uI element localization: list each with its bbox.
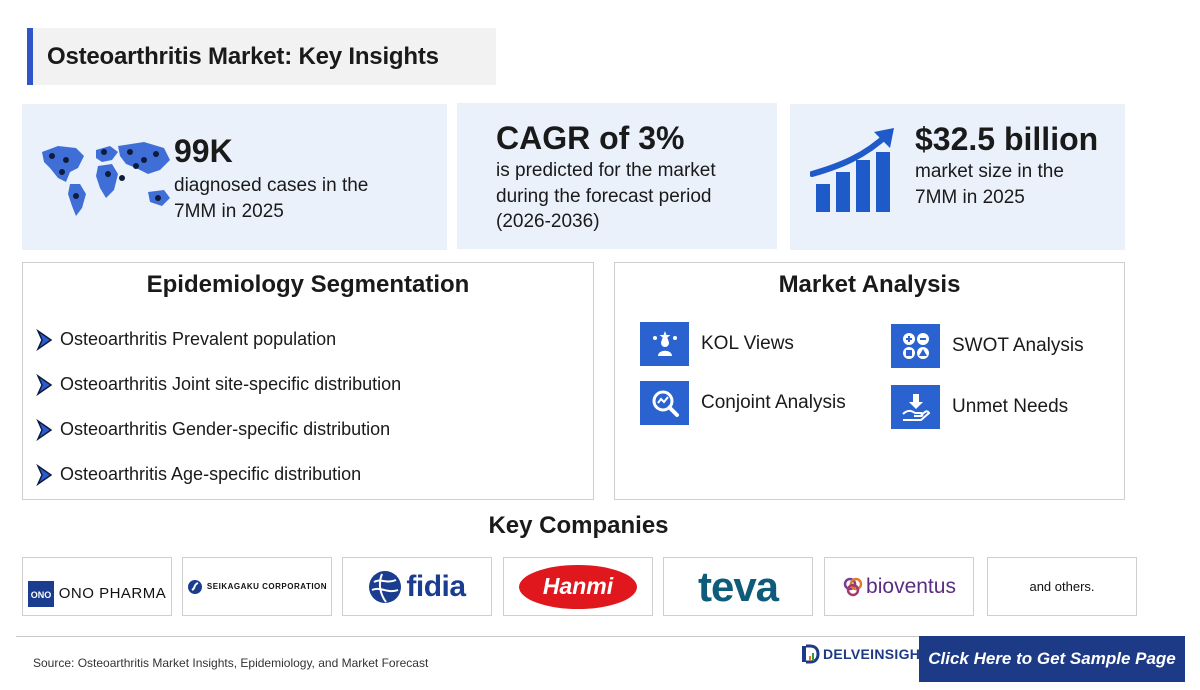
logo-text: Hanmi <box>542 573 614 599</box>
epidemiology-list: Osteoarthritis Prevalent population Oste… <box>35 317 401 497</box>
market-item-label: Unmet Needs <box>952 396 1069 417</box>
cagr-line-3: (2026-2036) <box>496 211 600 233</box>
logo-text: bioventus <box>866 574 956 598</box>
chevron-right-icon <box>36 418 53 441</box>
chevron-right-icon <box>36 463 53 486</box>
epidemiology-panel: Epidemiology Segmentation Osteoarthritis… <box>22 262 594 500</box>
delveinsight-text: DELVEINSIGHT <box>823 646 930 662</box>
seikagaku-logo-mark-icon <box>187 579 202 594</box>
epidemiology-item-label: Osteoarthritis Joint site-specific distr… <box>60 374 402 394</box>
cagr-line-2: during the forecast period <box>496 185 712 207</box>
cases-value: 99K <box>174 133 233 169</box>
logo-fidia: fidia <box>342 557 492 616</box>
ono-logo-mark-icon: ONO <box>27 580 54 607</box>
world-map-icon <box>42 142 170 216</box>
logo-text: teva <box>697 562 779 610</box>
logo-teva: teva <box>663 557 813 616</box>
list-item: Osteoarthritis Joint site-specific distr… <box>35 362 401 407</box>
delveinsight-logo[interactable]: DELVEINSIGHT <box>800 644 929 664</box>
logo-text: SEIKAGAKU CORPORATION <box>206 582 328 591</box>
list-item: Osteoarthritis Gender-specific distribut… <box>35 407 401 452</box>
chevron-right-icon <box>36 328 53 351</box>
market-item-label: SWOT Analysis <box>952 335 1084 356</box>
key-companies-heading: Key Companies <box>488 512 669 539</box>
kol-icon <box>640 322 689 366</box>
market-value: $32.5 billion <box>915 121 1099 157</box>
market-line-1: market size in the <box>915 161 1064 183</box>
epidemiology-item-label: Osteoarthritis Gender-specific distribut… <box>60 419 391 439</box>
list-item: Osteoarthritis Age-specific distribution <box>35 452 401 497</box>
market-item-label: KOL Views <box>701 333 794 354</box>
stat-cagr-card: CAGR of 3% is predicted for the market d… <box>457 103 777 249</box>
market-analysis-panel: Market Analysis KOL Views SWOT Analysis … <box>614 262 1125 500</box>
epidemiology-item-label: Osteoarthritis Prevalent population <box>60 329 337 349</box>
unmet-needs-icon <box>891 385 940 429</box>
footer-divider <box>16 636 1184 637</box>
market-line-2: 7MM in 2025 <box>915 186 1025 208</box>
title-box: Osteoarthritis Market: Key Insights <box>27 28 496 85</box>
epidemiology-item-label: Osteoarthritis Age-specific distribution <box>60 464 362 484</box>
cagr-line-1: is predicted for the market <box>496 160 716 182</box>
cases-text: diagnosed cases in the 7MM in 2025 <box>174 175 369 222</box>
others-text: and others. <box>1029 579 1095 594</box>
stat-market-card: $32.5 billion market size in the 7MM in … <box>790 104 1125 250</box>
logo-text: fidia <box>406 569 466 603</box>
logo-hanmi: Hanmi <box>503 557 653 616</box>
get-sample-page-button[interactable]: Click Here to Get Sample Page <box>919 636 1185 682</box>
swot-icon <box>891 324 940 368</box>
cagr-value: CAGR of 3% <box>496 120 685 156</box>
bioventus-logo-mark-icon <box>843 577 863 596</box>
svg-text:ONO: ONO <box>30 590 51 600</box>
page-title: Osteoarthritis Market: Key Insights <box>47 42 439 70</box>
logo-bioventus: bioventus <box>824 557 974 616</box>
market-analysis-heading: Market Analysis <box>778 271 961 298</box>
epidemiology-heading: Epidemiology Segmentation <box>146 271 470 298</box>
market-item-unmet-needs: Unmet Needs <box>891 385 1068 429</box>
source-text: Source: Osteoarthritis Market Insights, … <box>33 656 429 670</box>
stat-cases-card: 99K diagnosed cases in the 7MM in 2025 <box>22 104 447 250</box>
chevron-right-icon <box>36 373 53 396</box>
market-item-kol: KOL Views <box>640 322 794 366</box>
logo-others: and others. <box>987 557 1137 616</box>
list-item: Osteoarthritis Prevalent population <box>35 317 401 362</box>
logo-seikagaku: SEIKAGAKU CORPORATION <box>182 557 332 616</box>
market-item-conjoint: Conjoint Analysis <box>640 381 846 425</box>
logo-text: ONO PHARMA <box>58 585 167 602</box>
growth-chart-icon <box>810 128 894 212</box>
market-item-label: Conjoint Analysis <box>701 392 846 413</box>
market-item-swot: SWOT Analysis <box>891 324 1084 368</box>
fidia-globe-icon <box>369 570 402 603</box>
logo-ono-pharma: ONO ONO PHARMA <box>22 557 172 616</box>
delveinsight-mark-icon <box>802 644 820 664</box>
conjoint-icon <box>640 381 689 425</box>
